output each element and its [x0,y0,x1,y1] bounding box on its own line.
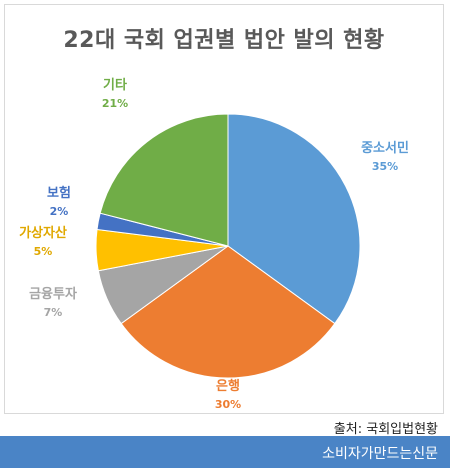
slice-label-보험: 보험 [47,185,71,201]
slice-label-기타: 기타 [103,77,127,93]
slice-value-은행: 30% [215,398,241,411]
slice-value-가상자산: 5% [34,245,53,258]
chart-title: 22대 국회 업권별 법안 발의 현황 [63,28,385,53]
footer-bar: 소비자가만드는신문 [0,436,450,468]
slice-label-가상자산: 가상자산 [19,225,67,241]
pie-slice-중소서민 [227,113,361,325]
pie-slice-은행 [120,245,336,379]
pie-slice-기타 [99,113,229,247]
slice-label-중소서민: 중소서민 [361,140,409,156]
source-note: 출처: 국회입법현황 [333,422,438,437]
slice-value-금융투자: 7% [44,306,63,319]
slice-value-보험: 2% [50,205,69,218]
publisher-name: 소비자가만드는신문 [322,446,438,462]
slice-value-중소서민: 35% [372,160,398,173]
slice-label-은행: 은행 [216,378,240,394]
slice-value-기타: 21% [102,97,128,110]
slice-label-금융투자: 금융투자 [29,286,77,302]
